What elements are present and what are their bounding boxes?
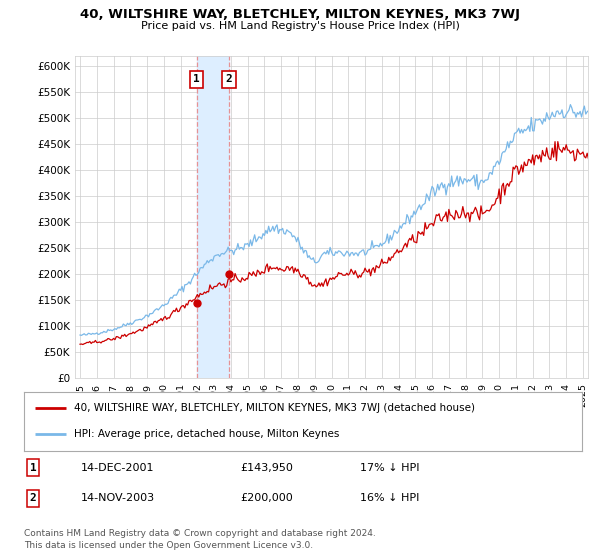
Text: 1: 1: [193, 74, 200, 85]
Text: £200,000: £200,000: [240, 493, 293, 503]
Text: Price paid vs. HM Land Registry's House Price Index (HPI): Price paid vs. HM Land Registry's House …: [140, 21, 460, 31]
Text: 2: 2: [29, 493, 37, 503]
Text: 16% ↓ HPI: 16% ↓ HPI: [360, 493, 419, 503]
Text: £143,950: £143,950: [240, 463, 293, 473]
Text: 40, WILTSHIRE WAY, BLETCHLEY, MILTON KEYNES, MK3 7WJ (detached house): 40, WILTSHIRE WAY, BLETCHLEY, MILTON KEY…: [74, 403, 475, 413]
Bar: [197, 56, 229, 378]
Text: 2: 2: [226, 74, 232, 85]
Text: 14-NOV-2003: 14-NOV-2003: [81, 493, 155, 503]
Text: This data is licensed under the Open Government Licence v3.0.: This data is licensed under the Open Gov…: [24, 541, 313, 550]
Text: HPI: Average price, detached house, Milton Keynes: HPI: Average price, detached house, Milt…: [74, 430, 340, 440]
Text: 17% ↓ HPI: 17% ↓ HPI: [360, 463, 419, 473]
Text: Contains HM Land Registry data © Crown copyright and database right 2024.: Contains HM Land Registry data © Crown c…: [24, 529, 376, 538]
Text: 14-DEC-2001: 14-DEC-2001: [81, 463, 155, 473]
Text: 1: 1: [29, 463, 37, 473]
Text: 40, WILTSHIRE WAY, BLETCHLEY, MILTON KEYNES, MK3 7WJ: 40, WILTSHIRE WAY, BLETCHLEY, MILTON KEY…: [80, 8, 520, 21]
